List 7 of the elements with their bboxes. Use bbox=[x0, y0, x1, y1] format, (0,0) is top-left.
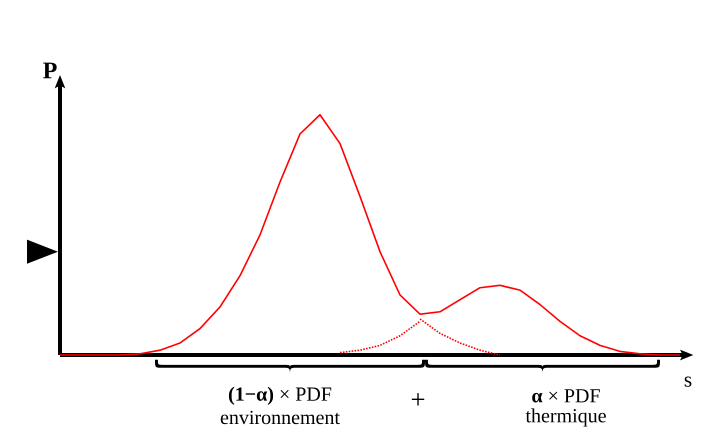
text: α × PDF bbox=[532, 389, 600, 402]
y-axis-title: P bbox=[43, 62, 57, 78]
text: environnement bbox=[220, 410, 340, 424]
text: + bbox=[412, 393, 424, 406]
x-axis-title: s bbox=[684, 376, 692, 387]
text: (1−α) × PDF bbox=[228, 386, 332, 405]
text: thermique bbox=[526, 408, 606, 427]
